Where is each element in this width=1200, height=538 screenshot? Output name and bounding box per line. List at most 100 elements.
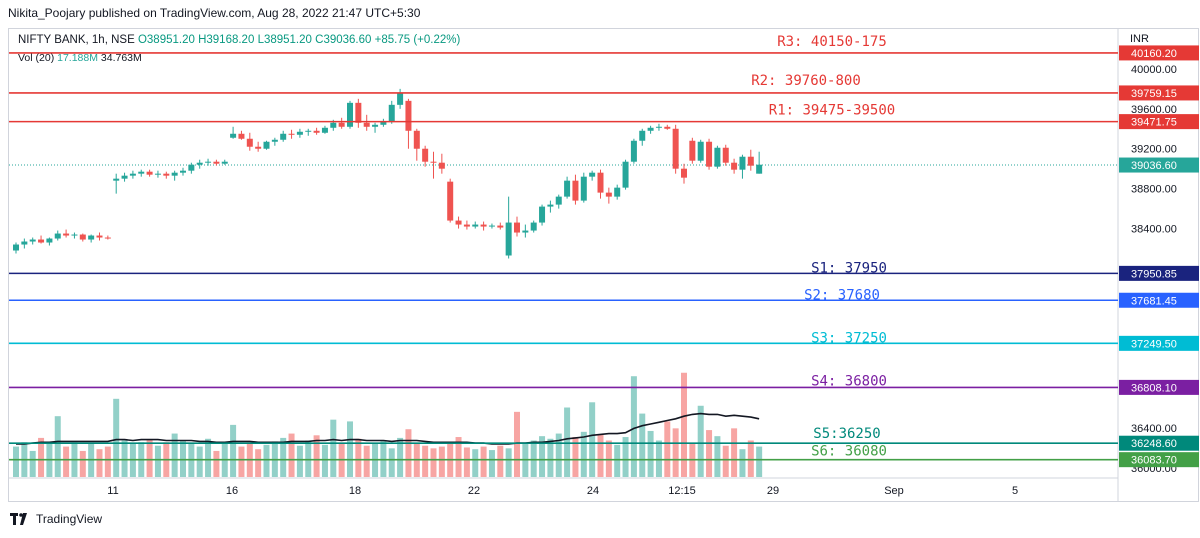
candle-body	[129, 173, 136, 176]
tradingview-brand[interactable]: TradingView	[36, 512, 103, 526]
volume-bar	[664, 421, 671, 477]
candle-body	[447, 181, 454, 221]
candle-body	[338, 122, 345, 127]
volume-bar	[430, 448, 437, 477]
level-price-tag-s1	[1119, 265, 1199, 281]
candle-body	[605, 192, 612, 197]
candle-body	[121, 175, 128, 179]
candle-body	[555, 196, 562, 205]
volume-bar	[681, 372, 687, 477]
candle-body	[681, 168, 687, 178]
candle-body	[547, 204, 554, 207]
candle-body	[29, 239, 36, 242]
volume-bar	[388, 448, 395, 477]
ohlc-close: C39036.60	[315, 34, 372, 46]
x-tick-label: 18	[349, 485, 361, 497]
candle-body	[321, 127, 328, 133]
volume-bar	[739, 449, 746, 477]
candle-body	[589, 172, 596, 177]
ohlc-open: O38951.20	[137, 34, 195, 46]
volume-bar	[38, 437, 45, 477]
level-price-label-r3: 40160.20	[1131, 48, 1177, 60]
candle-body	[246, 138, 253, 147]
volume-bar	[522, 443, 529, 477]
candle-body	[505, 222, 512, 256]
current-price-tag	[1119, 157, 1199, 173]
level-price-tag-r3	[1119, 45, 1199, 61]
volume-bar	[188, 443, 195, 477]
candle-body	[96, 235, 103, 238]
level-label-s4: S4: 36800	[811, 373, 887, 389]
volume-bar	[655, 440, 662, 477]
symbol-label: NIFTY BANK, 1h, NSE	[18, 34, 135, 46]
volume-bar	[171, 433, 178, 477]
candle-body	[388, 104, 395, 122]
volume-bar	[146, 439, 153, 477]
level-price-tag-r2	[1119, 85, 1199, 101]
volume-bar	[405, 429, 412, 477]
volume-bar	[614, 444, 621, 477]
x-tick-label: 29	[767, 485, 779, 497]
volume-bar	[622, 437, 629, 477]
volume-bar	[196, 446, 203, 477]
candle-body	[363, 122, 370, 127]
tradingview-logo-icon	[10, 513, 27, 525]
volume-bar	[722, 445, 729, 477]
level-price-label-s6: 36083.70	[1131, 455, 1177, 467]
candle-body	[497, 225, 504, 228]
candle-body	[372, 124, 379, 127]
candle-body	[630, 140, 637, 162]
volume-bar	[13, 446, 19, 477]
volume-bar	[338, 443, 345, 477]
volume-bar	[129, 443, 136, 477]
level-price-tag-s4	[1119, 379, 1199, 395]
level-price-label-s1: 37950.85	[1131, 268, 1177, 280]
chart-frame[interactable]	[8, 28, 1199, 502]
candle-body	[580, 176, 587, 201]
level-label-s3: S3: 37250	[811, 330, 887, 346]
x-tick-label: Sep	[884, 485, 904, 497]
candle-body	[146, 171, 153, 175]
candle-body	[697, 141, 704, 161]
candle-body	[263, 141, 270, 149]
volume-ma-value: 34.763M	[100, 52, 142, 64]
volume-label: Vol (20)	[18, 52, 55, 64]
candle-body	[71, 234, 78, 236]
candle-body	[138, 171, 145, 174]
volume-bar	[630, 376, 637, 477]
candle-body	[430, 161, 437, 163]
current-price-label: 39036.60	[1131, 160, 1177, 172]
candle-body	[488, 225, 495, 227]
volume-bar	[697, 405, 704, 477]
candle-body	[514, 222, 520, 233]
candle-body	[672, 128, 679, 169]
candle-body	[655, 126, 662, 128]
volume-bar	[397, 437, 404, 477]
candle-body	[539, 206, 546, 223]
volume-bar	[330, 419, 337, 477]
candle-body	[647, 127, 654, 131]
level-label-s6: S6: 36080	[811, 444, 887, 460]
candle-body	[347, 102, 353, 127]
volume-bar	[63, 446, 70, 477]
level-label-s5: S5:36250	[813, 426, 880, 442]
volume-bar	[564, 407, 571, 477]
volume-bar	[639, 413, 646, 477]
level-price-label-r2: 39759.15	[1131, 88, 1177, 100]
volume-bar	[647, 430, 654, 477]
candle-body	[280, 133, 287, 140]
candle-body	[230, 133, 237, 138]
level-label-s2: S2: 37680	[804, 287, 880, 303]
level-price-label-s3: 37249.50	[1131, 338, 1177, 350]
level-price-tag-s3	[1119, 335, 1199, 351]
volume-bar	[96, 449, 103, 477]
candle-body	[714, 147, 721, 167]
candle-body	[221, 161, 228, 164]
volume-bar	[321, 444, 328, 477]
level-price-label-r1: 39471.75	[1131, 117, 1177, 129]
candle-body	[597, 172, 604, 193]
volume-bar	[104, 446, 111, 477]
candle-body	[213, 161, 220, 164]
x-tick-label: 12:15	[668, 485, 696, 497]
